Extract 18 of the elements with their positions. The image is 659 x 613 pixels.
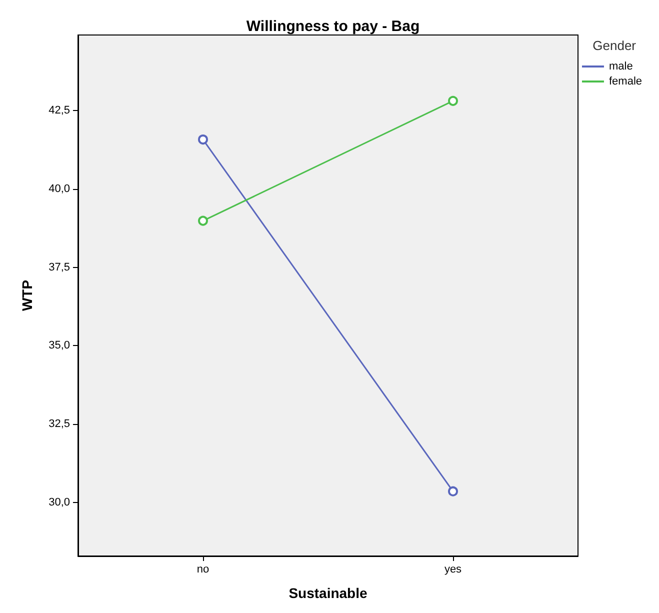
- point: [198, 134, 208, 145]
- point: [448, 486, 458, 496]
- y-tick-label: 40,0: [48, 182, 70, 195]
- point: [198, 216, 208, 226]
- chart-title: Willingness to pay - Bag: [246, 18, 420, 35]
- y-tick-label: 30,0: [48, 496, 70, 509]
- x-tick-label: yes: [444, 564, 462, 576]
- x-axis-title: Sustainable: [288, 585, 368, 601]
- point: [448, 96, 458, 106]
- y-tick-label: 32,5: [48, 418, 70, 430]
- y-axis-title: WTP: [19, 280, 35, 312]
- y-tick-label: 42,5: [48, 104, 70, 116]
- legend-label: male: [608, 60, 633, 72]
- legend-label: female: [608, 76, 642, 88]
- x-tick-label: no: [196, 564, 210, 576]
- y-tick-label: 37,5: [48, 261, 70, 274]
- legend-title: Gender: [592, 38, 637, 53]
- y-tick-label: 35,0: [48, 340, 70, 352]
